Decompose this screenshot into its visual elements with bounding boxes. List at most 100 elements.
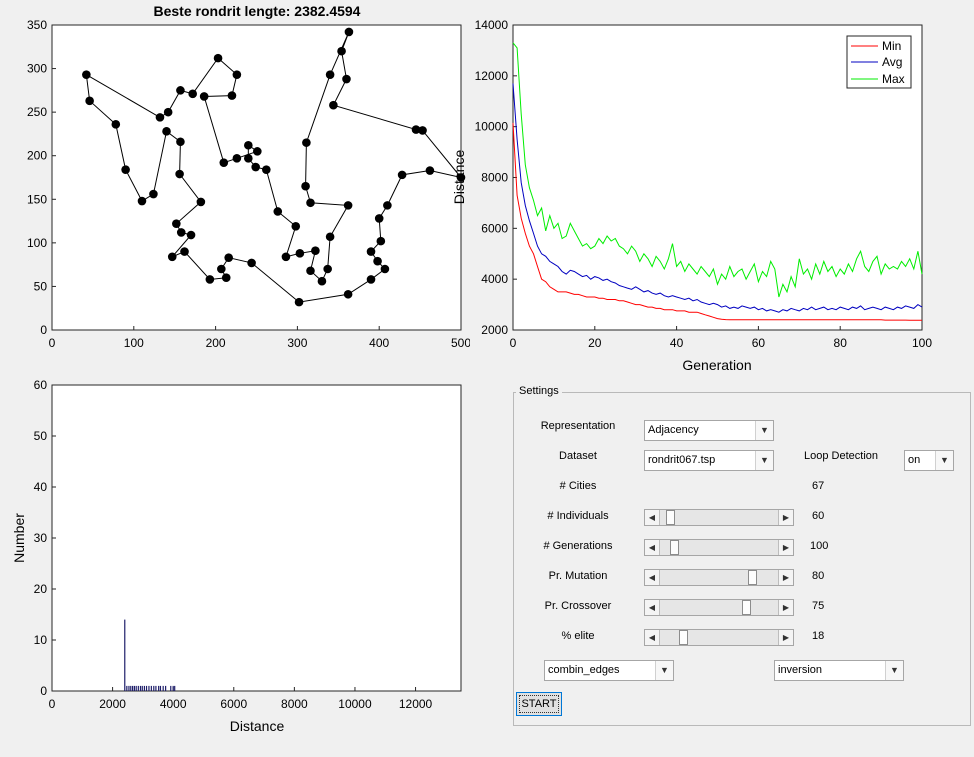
mutation-slider[interactable]: ◀ ▶ bbox=[644, 569, 794, 586]
city-marker bbox=[366, 247, 376, 256]
y-tick-label: 100 bbox=[27, 236, 47, 250]
city-marker bbox=[329, 100, 338, 110]
individuals-slider[interactable]: ◀ ▶ bbox=[644, 509, 794, 526]
y-tick-label: 12000 bbox=[475, 69, 509, 83]
x-tick-label: 300 bbox=[287, 336, 307, 350]
city-marker bbox=[376, 236, 386, 246]
histogram-bar bbox=[137, 685, 139, 691]
city-marker bbox=[196, 197, 206, 207]
histogram-bar bbox=[139, 685, 142, 691]
chevron-down-icon[interactable]: ▼ bbox=[935, 451, 953, 470]
city-marker bbox=[337, 46, 346, 56]
slider-left-arrow-icon[interactable]: ◀ bbox=[645, 630, 660, 645]
elite-slider[interactable]: ◀ ▶ bbox=[644, 629, 794, 646]
crossover-operator-dropdown[interactable]: combin_edges ▼ bbox=[544, 660, 674, 681]
slider-left-arrow-icon[interactable]: ◀ bbox=[645, 540, 660, 555]
city-marker bbox=[180, 247, 189, 256]
y-tick-label: 0 bbox=[40, 684, 47, 698]
y-tick-label: 350 bbox=[27, 18, 47, 32]
y-tick-label: 0 bbox=[40, 323, 47, 337]
histogram-ylabel: Number bbox=[11, 513, 27, 563]
city-marker bbox=[301, 181, 310, 191]
tour-plot-yticks: 0 50 100 150 200 250 300 350 bbox=[27, 18, 56, 337]
chevron-down-icon[interactable]: ▼ bbox=[655, 661, 673, 680]
settings-panel-title: Settings bbox=[516, 385, 562, 397]
generations-slider[interactable]: ◀ ▶ bbox=[644, 539, 794, 556]
individuals-label: # Individuals bbox=[547, 510, 609, 522]
distance-plot-yticks: 2000 4000 6000 8000 10000 12000 14000 bbox=[475, 18, 517, 337]
slider-right-arrow-icon[interactable]: ▶ bbox=[778, 510, 793, 525]
city-marker bbox=[456, 173, 466, 182]
loop-detection-dropdown[interactable]: on ▼ bbox=[904, 450, 954, 471]
slider-right-arrow-icon[interactable]: ▶ bbox=[778, 600, 793, 615]
slider-thumb[interactable] bbox=[742, 600, 752, 615]
series-min-line bbox=[512, 122, 922, 321]
x-tick-label: 4000 bbox=[160, 697, 187, 711]
x-tick-label: 100 bbox=[912, 336, 932, 350]
city-marker bbox=[295, 249, 305, 258]
city-marker bbox=[281, 252, 291, 262]
city-marker bbox=[380, 264, 390, 274]
city-marker bbox=[224, 253, 233, 262]
representation-label: Representation bbox=[540, 420, 616, 432]
slider-left-arrow-icon[interactable]: ◀ bbox=[645, 570, 660, 585]
histogram-bar bbox=[159, 685, 162, 691]
x-tick-label: 60 bbox=[752, 336, 766, 350]
tour-plot: Beste rondrit lengte: 2382.4594 0 50 100 15… bbox=[27, 3, 470, 350]
distance-plot-xticks: 0 20 40 60 80 100 bbox=[510, 326, 932, 350]
city-marker bbox=[111, 120, 121, 129]
city-marker bbox=[137, 196, 147, 206]
x-tick-label: 6000 bbox=[220, 697, 247, 711]
slider-thumb[interactable] bbox=[678, 630, 688, 645]
y-tick-label: 14000 bbox=[475, 18, 509, 32]
elite-label: % elite bbox=[561, 630, 595, 642]
histogram-bar bbox=[153, 685, 155, 691]
start-button[interactable]: START bbox=[516, 692, 562, 716]
dataset-dropdown[interactable]: rondrit067.tsp ▼ bbox=[644, 450, 774, 471]
y-tick-label: 250 bbox=[27, 105, 47, 119]
crossover-slider[interactable]: ◀ ▶ bbox=[644, 599, 794, 616]
chevron-down-icon[interactable]: ▼ bbox=[885, 661, 903, 680]
y-tick-label: 300 bbox=[27, 62, 47, 76]
city-marker bbox=[155, 113, 165, 122]
slider-thumb[interactable] bbox=[665, 510, 675, 525]
slider-thumb[interactable] bbox=[670, 540, 680, 555]
chevron-down-icon[interactable]: ▼ bbox=[755, 421, 773, 440]
slider-right-arrow-icon[interactable]: ▶ bbox=[778, 570, 793, 585]
city-marker bbox=[366, 275, 376, 284]
x-tick-label: 12000 bbox=[399, 697, 433, 711]
histogram-bars bbox=[124, 619, 176, 691]
slider-left-arrow-icon[interactable]: ◀ bbox=[645, 600, 660, 615]
slider-right-arrow-icon[interactable]: ▶ bbox=[778, 630, 793, 645]
y-tick-label: 50 bbox=[34, 429, 48, 443]
y-tick-label: 150 bbox=[27, 192, 47, 206]
slider-thumb[interactable] bbox=[747, 570, 757, 585]
city-marker bbox=[121, 165, 130, 174]
mutation-operator-dropdown[interactable]: inversion ▼ bbox=[774, 660, 904, 681]
city-marker bbox=[221, 273, 231, 283]
histogram-bar bbox=[128, 685, 130, 691]
dataset-label: Dataset bbox=[559, 450, 597, 462]
city-marker bbox=[325, 70, 335, 79]
histogram-axes bbox=[51, 384, 462, 692]
representation-dropdown[interactable]: Adjacency ▼ bbox=[644, 420, 774, 441]
city-marker bbox=[344, 27, 354, 37]
chevron-down-icon[interactable]: ▼ bbox=[755, 451, 773, 470]
city-marker bbox=[82, 70, 91, 79]
representation-value: Adjacency bbox=[648, 424, 699, 436]
histogram-xticks: 0 2000 4000 6000 8000 10000 12000 bbox=[49, 687, 433, 711]
city-marker bbox=[205, 275, 215, 284]
slider-right-arrow-icon[interactable]: ▶ bbox=[778, 540, 793, 555]
mutation-operator-value: inversion bbox=[778, 664, 823, 676]
city-marker bbox=[302, 138, 311, 147]
city-marker bbox=[323, 264, 332, 274]
city-marker bbox=[244, 140, 253, 150]
city-marker bbox=[163, 107, 173, 117]
mutation-value: 80 bbox=[812, 570, 825, 582]
tour-plot-title: Beste rondrit lengte: 2382.4594 bbox=[154, 3, 361, 19]
y-tick-label: 10000 bbox=[475, 120, 509, 134]
city-marker bbox=[176, 228, 186, 237]
histogram-plot: 0 10 20 30 40 50 60 0 2000 4000 6000 8000 10000 1200… bbox=[11, 378, 462, 734]
y-tick-label: 50 bbox=[34, 279, 48, 293]
slider-left-arrow-icon[interactable]: ◀ bbox=[645, 510, 660, 525]
